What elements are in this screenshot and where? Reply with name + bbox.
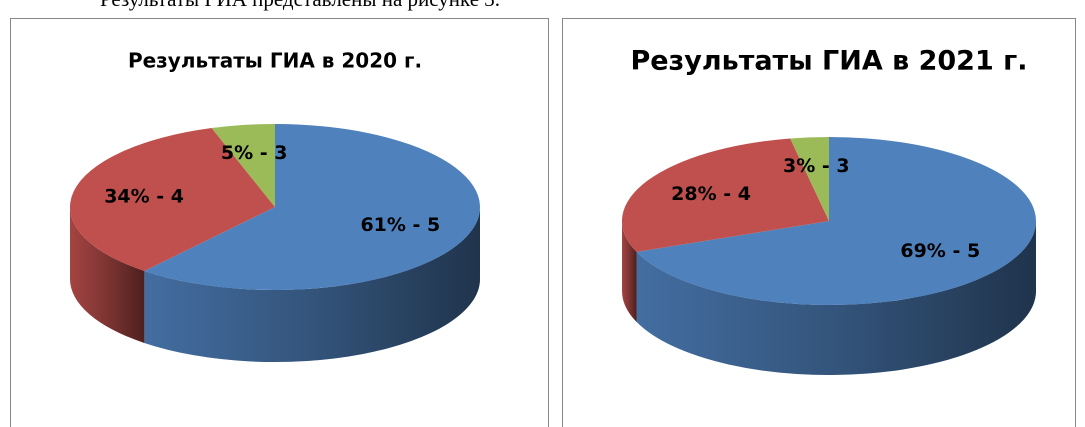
slice-side-shade xyxy=(622,221,637,322)
data-label: 34% - 4 xyxy=(104,185,184,207)
chart-title: Результаты ГИА в 2021 г. xyxy=(630,46,1027,77)
slice-side-shade xyxy=(144,207,481,362)
data-label: 69% - 5 xyxy=(900,240,980,262)
caption: Результаты ГИА представлены на рисунке 3… xyxy=(100,0,500,11)
data-label: 5% - 3 xyxy=(221,142,288,164)
chart-frame xyxy=(10,18,549,427)
slice xyxy=(144,124,481,290)
slice xyxy=(790,137,829,221)
data-label: 3% - 3 xyxy=(783,155,850,177)
chart-frame xyxy=(562,18,1076,427)
slice xyxy=(636,137,1036,306)
slice xyxy=(69,128,275,271)
slice xyxy=(211,124,275,207)
slice xyxy=(622,138,829,252)
data-label: 28% - 4 xyxy=(671,183,751,205)
slice-side-shade xyxy=(636,221,1036,375)
data-label: 61% - 5 xyxy=(360,214,440,236)
slice-side-shade xyxy=(70,207,145,343)
chart-title: Результаты ГИА в 2020 г. xyxy=(128,49,422,73)
